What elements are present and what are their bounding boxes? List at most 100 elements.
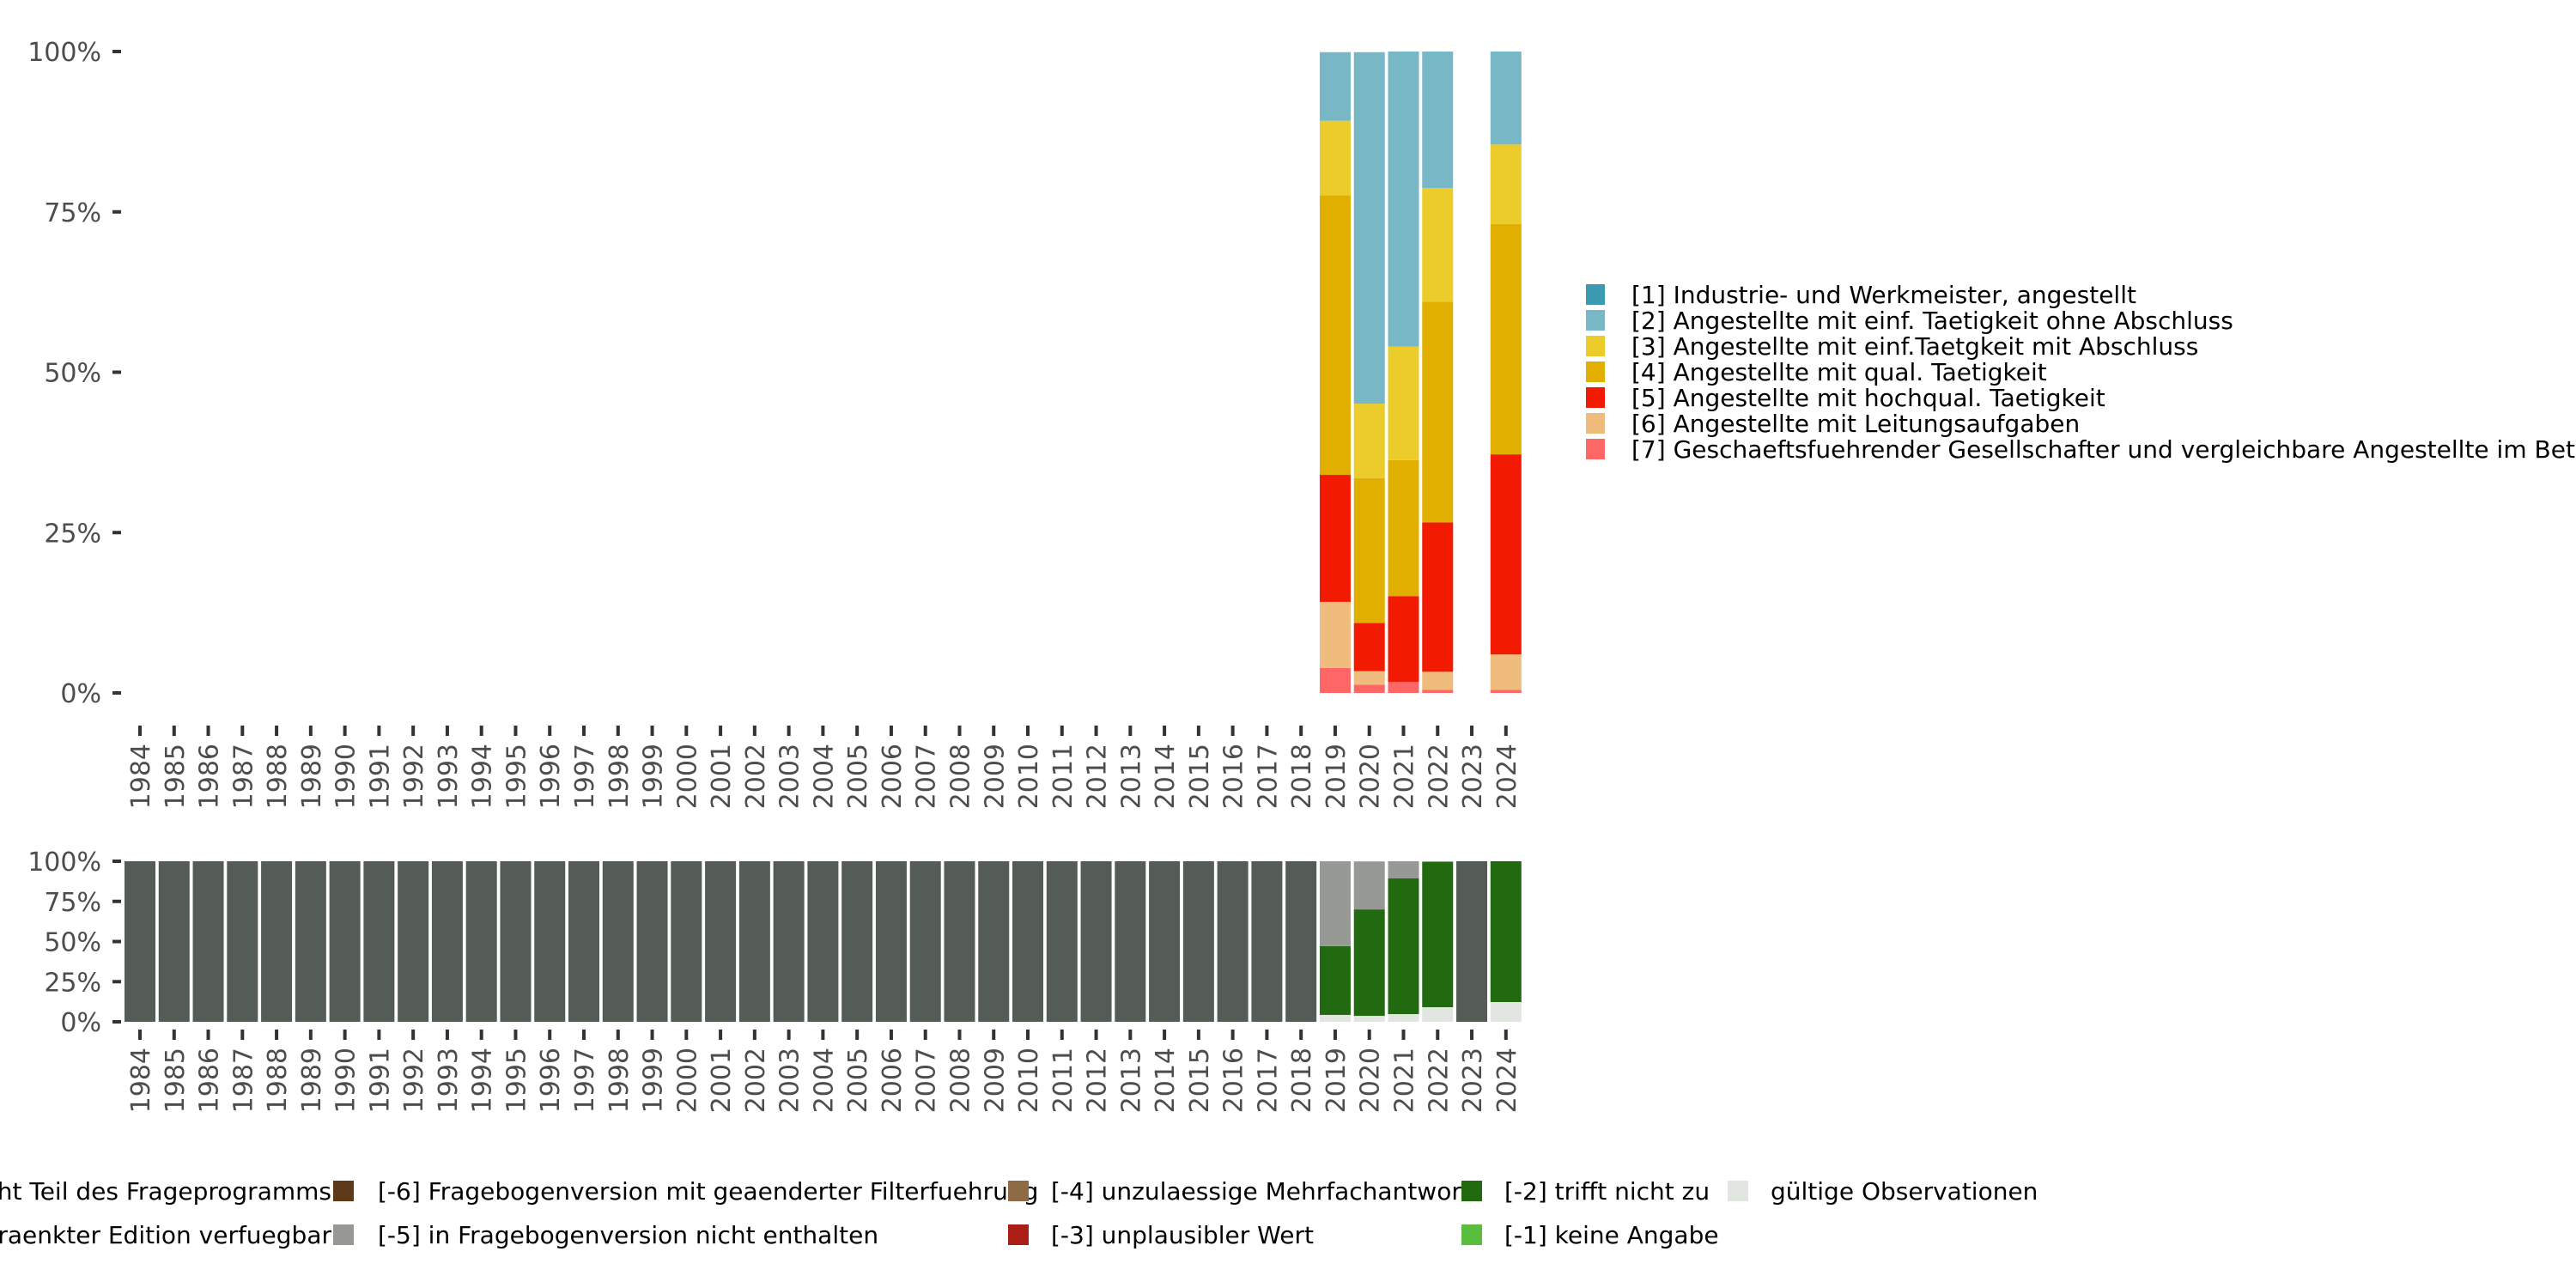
x-tick-label: 1988 [263,744,293,809]
x-tick-label: 2008 [945,1048,975,1113]
bar-segment-2024 [1490,654,1522,690]
legend-label: [-4] unzulaessige Mehrfachantwort [1051,1177,1471,1206]
x-tick-label: 2022 [1424,1048,1454,1113]
bar-segment-2021 [1388,596,1419,683]
bar-segment-2000 [671,861,702,1022]
x-tick-label: 1998 [605,744,635,809]
legend-label: [6] Angestellte mit Leitungsaufgaben [1631,410,2080,438]
legend-key [1461,1181,1482,1201]
bar-segment-1991 [363,861,395,1022]
bar-segment-1998 [602,861,634,1022]
bar-segment-2020 [1353,1016,1385,1022]
legend-key [1586,413,1605,434]
y-tick-label: 75% [44,198,101,228]
bar-segment-2020 [1353,404,1385,478]
x-tick-label: 2002 [741,744,771,809]
x-tick-label: 2021 [1389,744,1419,809]
bar-segment-2003 [773,861,805,1022]
x-tick-label: 2013 [1116,744,1146,809]
bar-segment-2018 [1285,861,1317,1022]
y-tick-label: 100% [27,38,101,68]
x-tick-label: 2006 [878,744,908,809]
x-tick-label: 2014 [1151,744,1181,809]
top-legend: [1] Industrie- und Werkmeister, angestel… [1586,281,2576,464]
bottom-panel: 0%25%50%75%100%1984 1985 1986 1987 1988 1989 1… [27,848,1522,1113]
x-tick-label: 2011 [1048,744,1078,809]
legend-key [1728,1181,1748,1201]
legend-key [1461,1224,1482,1245]
x-tick-label: 1990 [331,1048,361,1113]
x-tick-label: 2015 [1185,1048,1215,1113]
x-tick-label: 2024 [1492,1048,1522,1113]
bar-segment-2019 [1319,195,1351,476]
x-tick-label: 2024 [1492,744,1522,809]
bar-segment-1988 [261,861,293,1022]
x-tick-label: 2011 [1048,1048,1078,1113]
legend-key [333,1224,354,1245]
bar-segment-2021 [1388,346,1419,460]
bar-segment-1992 [398,861,429,1022]
legend-label: hraenkter Edition verfuegbar [0,1221,331,1249]
legend-key [333,1181,354,1201]
bar-segment-2021 [1388,682,1419,693]
x-tick-label: 1991 [365,744,395,809]
bar-segment-2024 [1490,690,1522,693]
bar-segment-2019 [1319,945,1351,1015]
x-tick-label: 2000 [672,744,702,809]
x-tick-label: 2004 [809,1048,839,1113]
x-tick-label: 2003 [775,1048,805,1113]
bar-segment-2021 [1388,878,1419,1015]
x-tick-label: 1989 [297,744,327,809]
x-tick-label: 2017 [1253,744,1283,809]
x-tick-label: 1996 [536,744,566,809]
bar-segment-2024 [1490,861,1522,1002]
x-tick-label: 2005 [843,1048,873,1113]
x-tick-label: 2012 [1083,1048,1113,1113]
legend-label: [4] Angestellte mit qual. Taetigkeit [1631,358,2047,386]
x-tick-label: 1999 [639,744,669,809]
legend-label: [-1] keine Angabe [1504,1221,1719,1249]
bar-segment-2021 [1388,1014,1419,1022]
x-tick-label: 2001 [707,1048,737,1113]
x-tick-label: 1988 [263,1048,293,1113]
x-tick-label: 2007 [912,1048,942,1113]
x-tick-label: 1994 [468,744,498,809]
bar-segment-2013 [1115,861,1146,1022]
x-tick-label: 1994 [468,1048,498,1113]
y-tick-label: 50% [44,928,101,958]
x-tick-label: 1984 [126,1048,156,1113]
legend-label: [5] Angestellte mit hochqual. Taetigkeit [1631,384,2105,412]
bar-segment-2019 [1319,667,1351,693]
x-tick-label: 2001 [707,744,737,809]
x-tick-label: 2017 [1253,1048,1283,1113]
x-tick-label: 2023 [1458,1048,1488,1113]
x-tick-label: 2010 [1014,744,1044,809]
x-tick-label: 1986 [195,744,225,809]
x-tick-label: 2000 [672,1048,702,1113]
x-tick-label: 2016 [1219,744,1249,809]
x-tick-label: 1997 [570,744,600,809]
bar-segment-1990 [329,861,361,1022]
bar-segment-2017 [1251,861,1283,1022]
bar-segment-2020 [1353,671,1385,685]
legend-label: [1] Industrie- und Werkmeister, angestel… [1631,281,2136,309]
bar-segment-1984 [125,861,155,1022]
bar-segment-1985 [158,861,190,1022]
x-tick-label: 1995 [501,744,532,809]
legend-label: [-5] in Fragebogenversion nicht enthalte… [378,1221,878,1249]
bar-segment-1994 [465,861,497,1022]
x-tick-label: 2012 [1083,744,1113,809]
legend-label: [-6] Fragebogenversion mit geaenderter F… [378,1177,1038,1206]
bar-segment-1999 [636,861,668,1022]
bar-segment-2008 [944,861,975,1022]
x-tick-label: 2004 [809,744,839,809]
bar-segment-1993 [431,861,463,1022]
bar-segment-2024 [1490,223,1522,455]
y-tick-label: 0% [60,679,101,709]
legend-key [1586,387,1605,408]
bar-segment-2022 [1422,861,1454,1007]
bar-segment-2019 [1319,601,1351,668]
bar-segment-2016 [1217,861,1249,1022]
bar-segment-2024 [1490,1001,1522,1022]
x-tick-label: 2010 [1014,1048,1044,1113]
